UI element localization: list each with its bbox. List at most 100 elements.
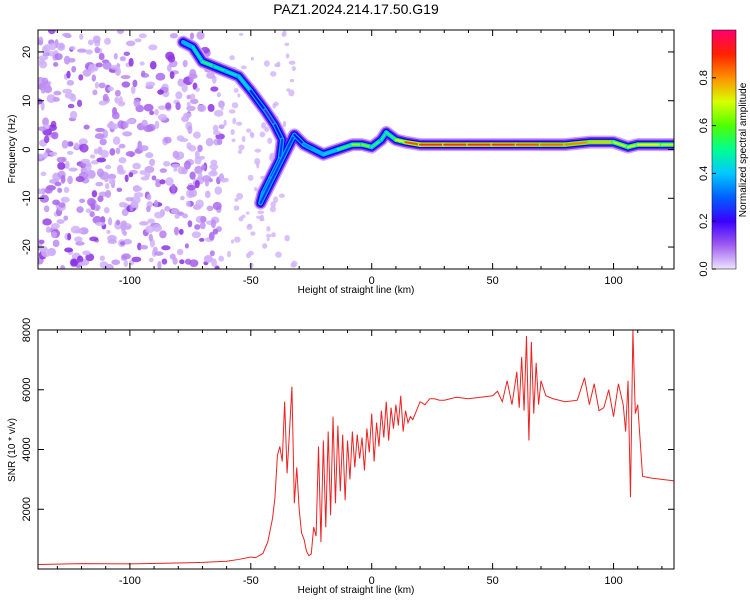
spectrogram-noise-point — [85, 208, 92, 213]
spectrogram-noise-point — [253, 187, 258, 192]
spectrogram-noise-point — [64, 247, 74, 253]
spectrogram-noise-point — [126, 118, 135, 124]
spectrogram-noise-point — [273, 196, 279, 203]
snr-ytick-label: 8000 — [21, 318, 33, 342]
spectrogram-noise-point — [261, 122, 267, 129]
spectrogram-noise-point — [278, 193, 285, 198]
spectrogram-noise-point — [153, 199, 159, 208]
spectrogram-noise-point — [154, 108, 159, 116]
spectrogram-noise-point — [49, 42, 57, 51]
spectrogram-noise-point — [152, 246, 158, 253]
spectrogram-noise-point — [62, 32, 71, 37]
spectrogram-noise-point — [111, 259, 121, 266]
spectrogram-noise-point — [77, 48, 87, 53]
spectrogram-noise-point — [79, 33, 84, 40]
spectrogram-noise-point — [221, 177, 227, 183]
snr-ytick-label: 2000 — [21, 497, 33, 521]
spectrogram-noise-point — [134, 38, 142, 43]
spectrogram-noise-point — [54, 53, 63, 61]
spectrogram-ridge-halo — [178, 37, 674, 209]
spectrogram-noise-point — [155, 178, 161, 183]
spectrogram-ylabel: Frequency (Hz) — [7, 115, 18, 184]
spectrogram-noise-point — [139, 61, 145, 66]
spectrogram-noise-point — [179, 259, 185, 265]
spectrogram-ridge-segment — [278, 138, 284, 161]
spectrogram-noise-point — [169, 33, 178, 39]
spectrogram-ridge-segment — [191, 46, 204, 63]
spectrogram-noise-point — [93, 148, 99, 155]
spectrogram-noise-point — [191, 231, 201, 239]
spectrogram-noise-point — [179, 137, 189, 143]
spectrogram-noise-point — [128, 172, 134, 178]
spectrogram-noise-point — [77, 255, 84, 264]
spectrogram-noise-point — [62, 88, 73, 94]
spectrogram-noise-point — [66, 150, 74, 156]
snr-ytick-label: 6000 — [21, 378, 33, 402]
spectrogram-noise-point — [52, 239, 60, 248]
spectrogram-noise-point — [210, 219, 216, 229]
spectrogram-noise-point — [75, 176, 85, 183]
spectrogram-noise-point — [83, 124, 90, 130]
spectrogram-noise-point — [112, 136, 121, 145]
spectrogram-noise-point — [92, 89, 98, 96]
spectrogram-noise-point — [133, 192, 144, 198]
colorbar-tick-label: 0.6 — [698, 118, 710, 133]
spectrogram-noise-point — [194, 180, 200, 189]
spectrogram-noise-point — [198, 171, 203, 181]
spectrogram-noise-point — [216, 138, 223, 145]
spectrogram-noise-point — [284, 234, 290, 242]
spectrogram-xtick-label: 0 — [369, 275, 375, 287]
spectrogram-noise-point — [146, 193, 152, 201]
snr-ytick-label: 4000 — [21, 437, 33, 461]
spectrogram-noise-point — [98, 100, 108, 106]
spectrogram-noise-point — [265, 233, 272, 238]
spectrogram-noise-point — [189, 171, 196, 180]
spectrogram-noise-point — [82, 250, 91, 256]
spectrogram-noise-point — [238, 144, 245, 151]
spectrogram-noise-point — [197, 104, 207, 113]
spectrogram-noise-point — [58, 202, 66, 208]
spectrogram-noise-point — [117, 169, 126, 175]
spectrogram-noise-point — [125, 40, 136, 47]
spectrogram-noise-point — [159, 179, 166, 185]
spectrogram-noise-point — [66, 70, 71, 79]
spectrogram-ridge-segment — [237, 75, 252, 92]
spectrogram-noise-point — [184, 243, 189, 249]
spectrogram-noise-point — [201, 164, 206, 171]
colorbar-tick-label: 0.4 — [698, 166, 710, 181]
spectrogram-noise-point — [220, 104, 224, 111]
spectrogram-noise-point — [185, 200, 191, 207]
spectrogram-noise-point — [176, 248, 184, 256]
spectrogram-noise-point — [194, 150, 200, 160]
spectrogram-noise-point — [189, 69, 197, 78]
spectrogram-noise-point — [50, 222, 60, 230]
spectrogram-noise-point — [163, 136, 172, 144]
spectrogram-noise-point — [207, 103, 215, 112]
spectrogram-noise-point — [57, 187, 63, 193]
spectrogram-noise-point — [152, 224, 163, 232]
spectrogram-noise-point — [213, 109, 224, 117]
spectrogram-noise-point — [105, 190, 112, 198]
colorbar-tick-label: 0.8 — [698, 70, 710, 85]
spectrogram-ridge-halo — [179, 38, 674, 207]
spectrogram-noise-point — [171, 183, 176, 193]
spectrogram-noise-point — [53, 90, 62, 96]
spectrogram-noise-point — [154, 211, 164, 219]
spectrogram-noise-point — [149, 110, 155, 116]
spectrogram-noise-point — [38, 36, 44, 46]
spectrogram-noise-point — [183, 160, 191, 170]
spectrogram-noise-point — [40, 101, 45, 111]
spectrogram-noise-point — [245, 252, 252, 259]
spectrogram-ridge-segment — [322, 148, 339, 156]
spectrogram-noise-point — [159, 168, 168, 173]
spectrogram-noise-point — [196, 31, 205, 40]
spectrogram-noise-point — [102, 61, 112, 70]
spectrogram-noise-point — [211, 167, 217, 176]
spectrogram-noise-point — [138, 145, 149, 152]
spectrogram-noise-point — [266, 226, 271, 232]
spectrogram-noise-point — [269, 205, 276, 213]
spectrogram-noise-point — [214, 186, 223, 195]
spectrogram-noise-point — [159, 230, 167, 239]
spectrogram-noise-point — [120, 74, 131, 80]
spectrogram-noise-point — [79, 198, 86, 204]
